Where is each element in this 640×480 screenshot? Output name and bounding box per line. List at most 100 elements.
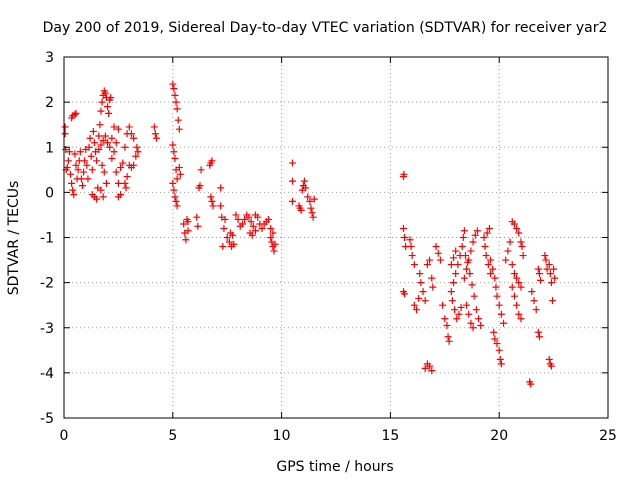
data-point bbox=[421, 297, 429, 305]
data-point bbox=[443, 321, 451, 329]
data-point bbox=[134, 148, 142, 156]
data-point bbox=[441, 315, 449, 323]
data-point bbox=[436, 256, 444, 264]
data-point bbox=[434, 249, 442, 257]
data-point bbox=[78, 182, 86, 190]
data-point bbox=[450, 279, 458, 287]
data-point bbox=[251, 227, 259, 235]
data-point bbox=[271, 240, 279, 248]
data-point bbox=[475, 315, 483, 323]
data-point bbox=[399, 224, 407, 232]
data-point bbox=[98, 161, 106, 169]
data-point bbox=[95, 146, 103, 154]
data-point bbox=[445, 337, 453, 345]
data-point bbox=[208, 157, 216, 165]
data-point bbox=[477, 321, 485, 329]
x-axis-ticks: 0 5 10 15 20 25 bbox=[60, 57, 617, 444]
data-point bbox=[180, 220, 188, 228]
data-point bbox=[300, 177, 308, 185]
data-point bbox=[74, 166, 82, 174]
data-point bbox=[96, 121, 104, 129]
data-point bbox=[194, 222, 202, 230]
y-tick-label: 1 bbox=[45, 140, 54, 156]
data-point bbox=[70, 191, 78, 199]
data-point bbox=[72, 161, 80, 169]
data-point bbox=[545, 355, 553, 363]
data-point bbox=[486, 270, 494, 278]
data-point bbox=[496, 355, 504, 363]
data-point bbox=[535, 270, 543, 278]
data-point bbox=[108, 134, 116, 142]
data-point bbox=[288, 197, 296, 205]
data-point bbox=[454, 261, 462, 269]
data-point bbox=[171, 91, 179, 99]
data-point bbox=[428, 367, 436, 375]
data-point bbox=[451, 306, 459, 314]
data-point bbox=[486, 256, 494, 264]
data-point bbox=[545, 261, 553, 269]
data-point bbox=[506, 238, 514, 246]
data-point bbox=[460, 227, 468, 235]
data-point bbox=[85, 143, 93, 151]
data-point bbox=[510, 220, 518, 228]
data-point bbox=[416, 270, 424, 278]
data-point bbox=[99, 193, 107, 201]
data-point bbox=[88, 166, 96, 174]
data-point bbox=[108, 155, 116, 163]
data-point bbox=[455, 310, 463, 318]
data-point bbox=[83, 161, 91, 169]
data-point bbox=[547, 362, 555, 370]
data-point bbox=[473, 227, 481, 235]
data-point bbox=[254, 213, 262, 221]
data-point bbox=[232, 211, 240, 219]
y-axis-label: SDTVAR / TECUs bbox=[6, 181, 22, 296]
data-point bbox=[453, 315, 461, 323]
data-point bbox=[469, 238, 477, 246]
data-point bbox=[550, 265, 558, 273]
data-point bbox=[61, 130, 69, 138]
data-point bbox=[510, 292, 518, 300]
grid-layer bbox=[64, 57, 608, 418]
data-point bbox=[467, 247, 475, 255]
data-point bbox=[447, 261, 455, 269]
data-point bbox=[408, 252, 416, 260]
data-point bbox=[306, 197, 314, 205]
data-point bbox=[513, 301, 521, 309]
data-point bbox=[541, 252, 549, 260]
x-tick-label: 0 bbox=[60, 428, 69, 444]
data-point bbox=[482, 252, 490, 260]
data-point bbox=[429, 283, 437, 291]
data-point bbox=[518, 243, 526, 251]
x-tick-label: 15 bbox=[381, 428, 399, 444]
data-point bbox=[110, 148, 118, 156]
data-point bbox=[459, 234, 467, 241]
data-point bbox=[457, 303, 465, 311]
data-point bbox=[114, 179, 122, 187]
data-point bbox=[310, 195, 318, 203]
data-point bbox=[117, 164, 125, 172]
data-point bbox=[173, 105, 181, 113]
data-point bbox=[508, 283, 516, 291]
data-point bbox=[152, 134, 160, 142]
y-tick-label: -1 bbox=[40, 231, 54, 247]
data-point bbox=[247, 218, 255, 226]
data-point bbox=[423, 261, 431, 269]
data-point bbox=[63, 164, 71, 172]
data-point bbox=[175, 164, 183, 172]
data-point bbox=[426, 362, 434, 370]
data-point bbox=[492, 283, 500, 291]
data-point bbox=[515, 229, 523, 237]
y-tick-label: -3 bbox=[40, 321, 54, 337]
data-point bbox=[174, 116, 182, 124]
data-point bbox=[176, 170, 184, 178]
x-tick-label: 20 bbox=[490, 428, 508, 444]
data-point bbox=[61, 123, 69, 131]
data-point bbox=[220, 224, 228, 232]
data-point bbox=[309, 213, 317, 221]
data-point bbox=[428, 274, 436, 282]
data-point bbox=[248, 231, 256, 239]
data-point bbox=[172, 98, 180, 106]
data-point bbox=[170, 85, 178, 93]
data-point bbox=[267, 224, 275, 232]
